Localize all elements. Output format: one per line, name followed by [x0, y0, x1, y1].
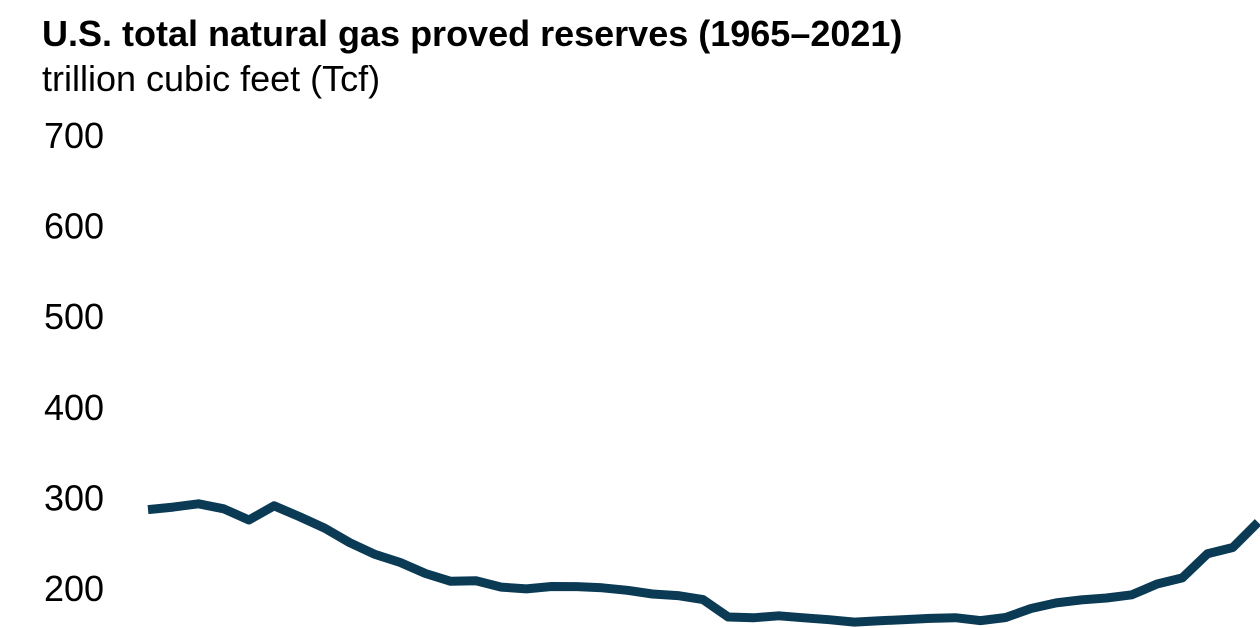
- y-tick-label-200: 200: [44, 568, 104, 609]
- y-tick-label-500: 500: [44, 296, 104, 337]
- chart-subtitle: trillion cubic feet (Tcf): [42, 58, 381, 99]
- chart-title: U.S. total natural gas proved reserves (…: [42, 13, 903, 54]
- series-line-0: [147, 499, 1260, 627]
- y-axis-ticks: 700 600 500 400 300 200: [44, 115, 104, 609]
- y-tick-label-400: 400: [44, 387, 104, 428]
- y-tick-label-600: 600: [44, 206, 104, 247]
- y-tick-label-300: 300: [44, 477, 104, 518]
- series-layer: [147, 499, 1260, 627]
- y-tick-label-700: 700: [44, 115, 104, 156]
